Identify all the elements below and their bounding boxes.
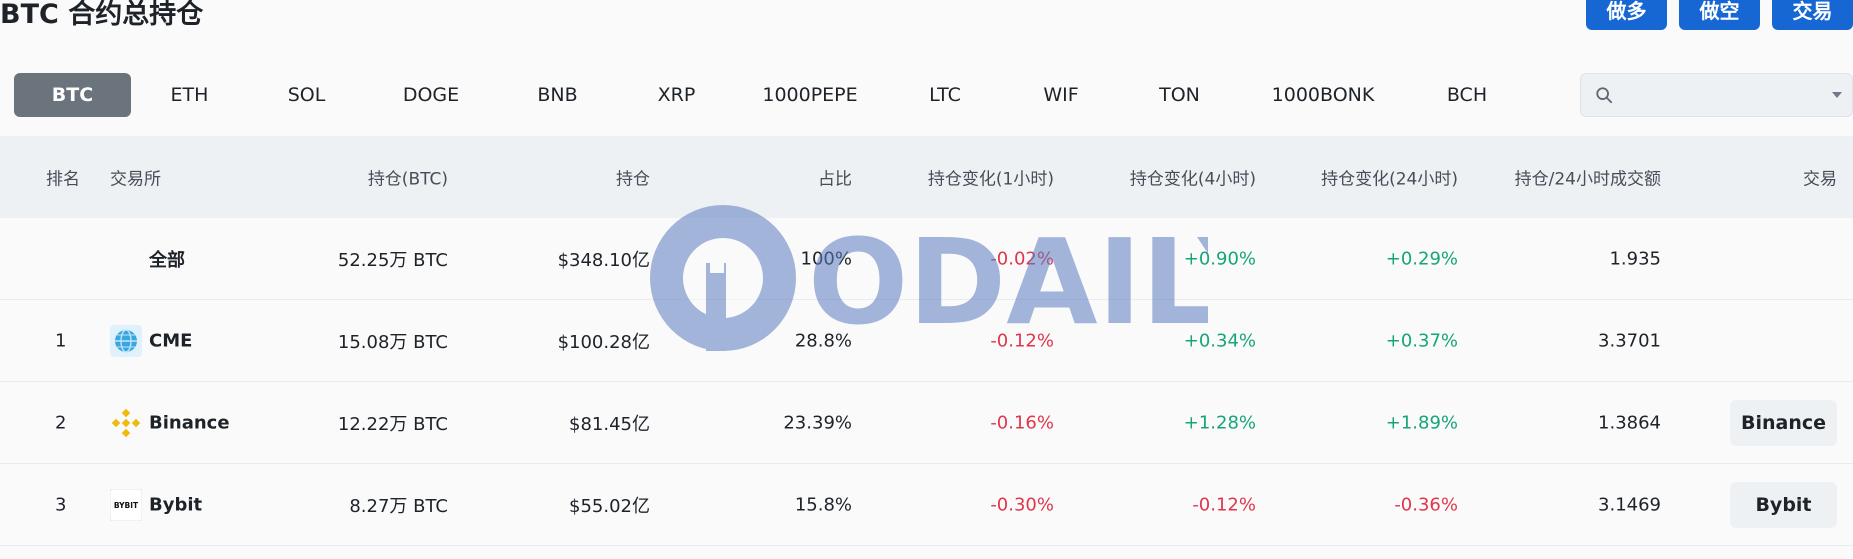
svg-text:BYBIT: BYBIT	[114, 501, 139, 510]
chg-24h: +0.37%	[1385, 330, 1458, 351]
tab-xrp[interactable]: XRP	[657, 84, 696, 106]
header-share: 占比	[818, 169, 852, 190]
oi-coin: 8.27万 BTC	[349, 495, 448, 517]
chg-4h: +1.28%	[1183, 412, 1256, 433]
oi-usd: $100.28亿	[557, 331, 650, 353]
exchange-name: Bybit	[149, 494, 203, 515]
oi-vol: 3.3701	[1598, 330, 1661, 351]
short-button[interactable]: 做空	[1679, 0, 1760, 30]
share: 28.8%	[794, 330, 852, 351]
oi-coin: 12.22万 BTC	[337, 413, 448, 435]
trade-bybit-button[interactable]: Bybit	[1730, 481, 1837, 528]
oi-coin: 52.25万 BTC	[337, 249, 448, 271]
long-button[interactable]: 做多	[1586, 0, 1667, 30]
tab-ltc[interactable]: LTC	[929, 84, 961, 106]
exchange-name: CME	[149, 330, 193, 351]
chg-24h: -0.36%	[1394, 494, 1458, 515]
header-chg-4h: 持仓变化(4小时)	[1129, 169, 1256, 190]
tab-wif[interactable]: WIF	[1043, 84, 1079, 106]
chg-24h: +1.89%	[1385, 412, 1458, 433]
header-chg-1h: 持仓变化(1小时)	[927, 169, 1054, 190]
table-row-total: 全部 52.25万 BTC $348.10亿 100% -0.02% +0.90…	[0, 218, 1853, 300]
table-row-bybit: 3 BYBIT Bybit 8.27万 BTC $55.02亿 15.8% -0…	[0, 464, 1853, 546]
oi-vol: 1.935	[1609, 248, 1661, 269]
header-oi-vol: 持仓/24小时成交额	[1514, 169, 1661, 190]
header-trade: 交易	[1803, 169, 1837, 190]
table-header: 排名 交易所 持仓(BTC) 持仓 占比 持仓变化(1小时) 持仓变化(4小时)…	[0, 136, 1853, 218]
chg-4h: +0.90%	[1183, 248, 1256, 269]
rank: 1	[55, 330, 67, 351]
chg-4h: -0.12%	[1192, 494, 1256, 515]
chg-1h: -0.16%	[990, 412, 1054, 433]
tab-sol[interactable]: SOL	[287, 84, 326, 106]
open-interest-table: 排名 交易所 持仓(BTC) 持仓 占比 持仓变化(1小时) 持仓变化(4小时)…	[0, 136, 1853, 546]
tab-bch[interactable]: BCH	[1446, 84, 1488, 106]
oi-vol: 1.3864	[1598, 412, 1661, 433]
globe-logo-icon	[110, 324, 142, 357]
tab-ton[interactable]: TON	[1159, 84, 1200, 106]
top-actions: 做多 做空 交易	[1586, 0, 1853, 30]
table-row-binance: 2 Binance 12.22万 BTC $81.45亿 23.39% -0.1…	[0, 382, 1853, 464]
chg-1h: -0.30%	[990, 494, 1054, 515]
tab-1000bonk[interactable]: 1000BONK	[1271, 84, 1375, 106]
search-icon	[1596, 87, 1613, 104]
trade-binance-button[interactable]: Binance	[1730, 399, 1837, 446]
chg-1h: -0.02%	[990, 248, 1054, 269]
chg-24h: +0.29%	[1385, 248, 1458, 269]
header-rank: 排名	[46, 169, 80, 190]
search-select[interactable]	[1580, 73, 1853, 117]
oi-usd: $348.10亿	[557, 249, 650, 271]
search-input[interactable]	[1625, 82, 1805, 108]
tab-doge[interactable]: DOGE	[402, 84, 460, 106]
coin-tabs: BTC ETH SOL DOGE BNB XRP 1000PEPE LTC WI…	[14, 73, 1530, 117]
exchange-name: Binance	[149, 412, 230, 433]
page-title: BTC 合约总持仓	[0, 0, 204, 30]
oi-vol: 3.1469	[1598, 494, 1661, 515]
chevron-down-icon[interactable]	[1832, 92, 1842, 98]
tab-1000pepe[interactable]: 1000PEPE	[762, 84, 858, 106]
share: 15.8%	[794, 494, 852, 515]
chg-4h: +0.34%	[1183, 330, 1256, 351]
header-chg-24h: 持仓变化(24小时)	[1321, 169, 1458, 190]
exchange-name: 全部	[149, 249, 185, 271]
table-row-cme: 1 CME 15.08万 BTC $100.28亿 28.8% -0.12% +…	[0, 300, 1853, 382]
rank: 3	[55, 494, 67, 515]
tab-bnb[interactable]: BNB	[537, 84, 578, 106]
oi-usd: $81.45亿	[569, 413, 650, 435]
oi-usd: $55.02亿	[569, 495, 650, 517]
tab-btc[interactable]: BTC	[14, 73, 131, 117]
bybit-logo-icon: BYBIT	[110, 488, 142, 521]
share: 100%	[800, 248, 852, 269]
binance-logo-icon	[111, 408, 141, 437]
trade-button[interactable]: 交易	[1772, 0, 1853, 30]
rank: 2	[55, 412, 67, 433]
oi-coin: 15.08万 BTC	[337, 331, 448, 353]
header-oi-usd: 持仓	[616, 169, 650, 190]
header-oi-coin: 持仓(BTC)	[367, 169, 448, 190]
share: 23.39%	[783, 412, 852, 433]
chg-1h: -0.12%	[990, 330, 1054, 351]
header-exchange: 交易所	[110, 169, 161, 190]
tab-eth[interactable]: ETH	[170, 84, 209, 106]
